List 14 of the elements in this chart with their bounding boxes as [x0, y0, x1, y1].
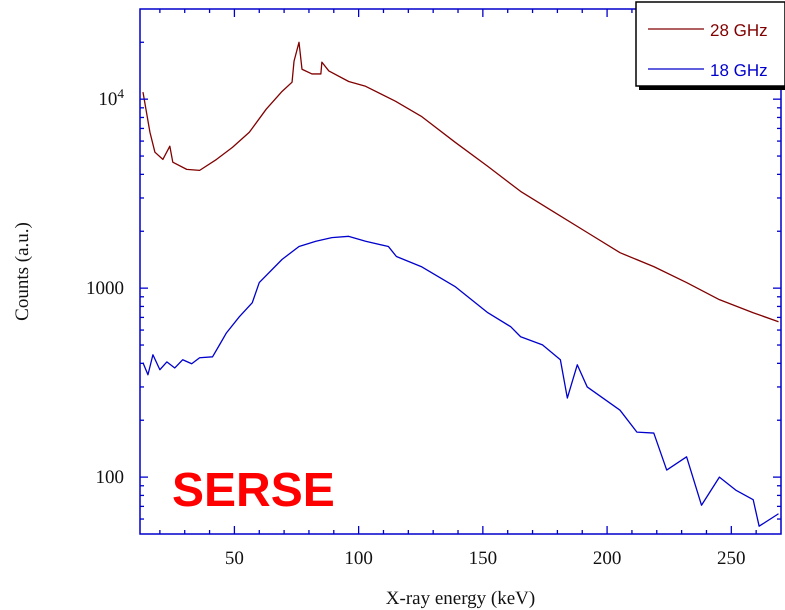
legend-label: 28 GHz	[710, 21, 768, 40]
y-tick-label: 100	[96, 467, 124, 488]
line-series	[142, 42, 780, 322]
x-tick-label: 150	[468, 548, 498, 569]
x-tick-label: 250	[717, 548, 746, 569]
y-tick-label: 1000	[86, 278, 124, 300]
x-tick-label: 200	[592, 548, 622, 569]
legend-label: 18 GHz	[710, 61, 768, 80]
y-axis-title: Counts (a.u.)	[12, 222, 33, 321]
x-axis-title: X-ray energy (keV)	[386, 588, 536, 609]
y-tick-label: 10$^{4}$	[98, 86, 124, 110]
annotation: SERSE	[172, 464, 335, 517]
x-tick-label: 50	[224, 548, 244, 569]
x-tick-label: 100	[344, 548, 373, 569]
